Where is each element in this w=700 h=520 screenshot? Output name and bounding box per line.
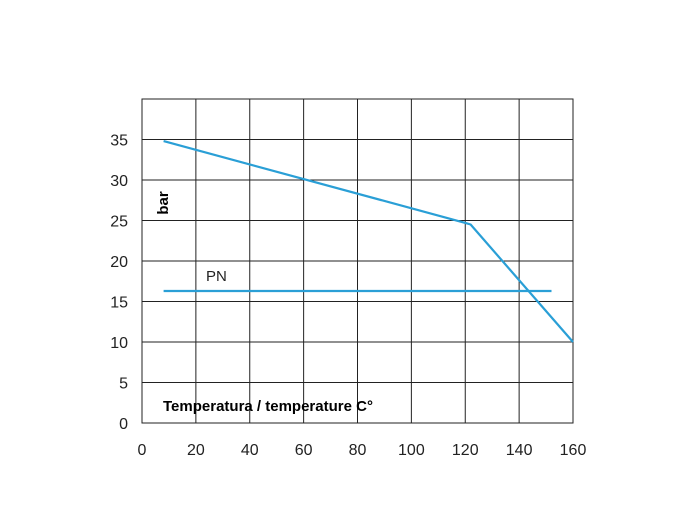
x-tick-label: 140 [506,442,533,459]
x-tick-label: 160 [560,442,587,459]
y-tick-label: 30 [110,173,128,190]
y-axis-ticks: 0 5 10 15 20 25 30 35 [110,133,128,434]
grid [142,99,573,423]
x-axis-ticks: 0 20 40 60 80 100 120 140 160 [138,442,587,459]
y-tick-label: 15 [110,295,128,312]
plot-frame [141,98,574,424]
y-tick-label: 25 [110,214,128,231]
y-tick-label: 10 [110,335,128,352]
x-axis-label: Temperatura / temperature C° [163,398,373,415]
y-tick-label: 5 [119,376,128,393]
series-line-max-pressure [163,140,574,343]
x-tick-label: 120 [452,442,479,459]
x-tick-label: 100 [398,442,425,459]
x-tick-label: 80 [349,442,367,459]
x-tick-label: 40 [241,442,259,459]
x-tick-label: 0 [138,442,147,459]
series-layer [163,140,574,343]
y-axis-label: bar [155,191,172,215]
y-tick-label: 20 [110,254,128,271]
x-tick-label: 60 [295,442,313,459]
y-tick-label: 35 [110,133,128,150]
x-tick-label: 20 [187,442,205,459]
y-tick-label: 0 [119,416,128,433]
series-label-pn: PN [206,268,227,285]
